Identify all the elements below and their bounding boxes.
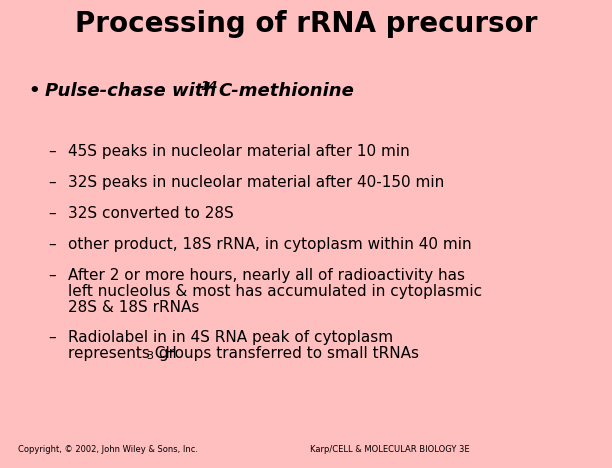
Text: –: – [48,175,56,190]
Text: –: – [48,206,56,221]
Text: 32S peaks in nucleolar material after 40-150 min: 32S peaks in nucleolar material after 40… [68,175,444,190]
Text: Processing of rRNA precursor: Processing of rRNA precursor [75,10,537,38]
Text: groups transferred to small tRNAs: groups transferred to small tRNAs [154,346,419,361]
Text: After 2 or more hours, nearly all of radioactivity has: After 2 or more hours, nearly all of rad… [68,268,465,283]
Text: –: – [48,268,56,283]
Text: Copyright, © 2002, John Wiley & Sons, Inc.: Copyright, © 2002, John Wiley & Sons, In… [18,445,198,454]
Text: 45S peaks in nucleolar material after 10 min: 45S peaks in nucleolar material after 10… [68,144,410,159]
Text: –: – [48,237,56,252]
Text: other product, 18S rRNA, in cytoplasm within 40 min: other product, 18S rRNA, in cytoplasm wi… [68,237,472,252]
Text: –: – [48,330,56,345]
Text: •: • [28,82,40,100]
Text: Radiolabel in in 4S RNA peak of cytoplasm: Radiolabel in in 4S RNA peak of cytoplas… [68,330,393,345]
Text: represents CH: represents CH [68,346,177,361]
Text: Pulse-chase with: Pulse-chase with [45,82,223,100]
Text: left nucleolus & most has accumulated in cytoplasmic: left nucleolus & most has accumulated in… [68,284,482,299]
Text: –: – [48,144,56,159]
Text: 14: 14 [200,80,217,93]
Text: 32S converted to 28S: 32S converted to 28S [68,206,234,221]
Text: Karp/CELL & MOLECULAR BIOLOGY 3E: Karp/CELL & MOLECULAR BIOLOGY 3E [310,445,469,454]
Text: C-methionine: C-methionine [218,82,354,100]
Text: 3: 3 [147,351,154,361]
Text: 28S & 18S rRNAs: 28S & 18S rRNAs [68,300,200,315]
